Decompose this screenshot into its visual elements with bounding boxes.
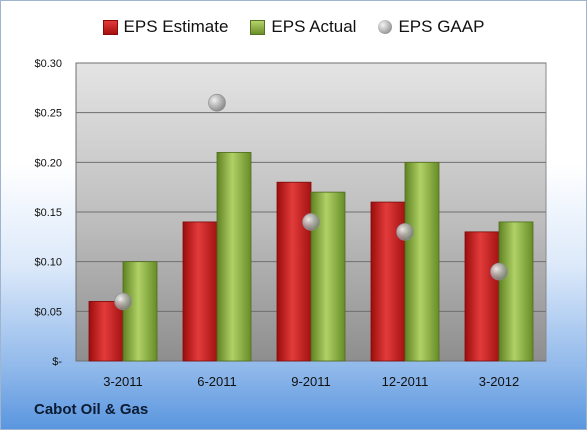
x-tick-label: 3-2012 — [479, 374, 519, 389]
bar-eps-actual — [404, 161, 440, 362]
bar-eps-estimate — [464, 231, 500, 362]
legend-label-gaap: EPS GAAP — [398, 17, 485, 36]
x-tick-label: 12-2011 — [382, 374, 429, 389]
y-tick-label: $- — [52, 356, 62, 368]
legend-label-estimate: EPS Estimate — [123, 17, 229, 36]
bar-eps-actual — [498, 221, 534, 362]
y-tick-label: $0.15 — [34, 207, 62, 219]
x-tick-label: 3-2011 — [103, 374, 143, 389]
bar-eps-estimate — [182, 221, 218, 362]
point-eps-gaap — [114, 292, 132, 311]
company-name: Cabot Oil & Gas — [34, 401, 149, 418]
legend-label-actual: EPS Actual — [271, 17, 357, 36]
legend-swatch-estimate — [102, 19, 118, 35]
x-tick-label: 6-2011 — [197, 374, 237, 389]
point-eps-gaap — [490, 262, 508, 281]
point-eps-gaap — [396, 223, 414, 241]
y-tick-label: $0.30 — [34, 58, 62, 70]
y-tick-label: $0.10 — [34, 257, 62, 269]
bar-eps-actual — [122, 261, 158, 362]
legend-swatch-gaap — [378, 20, 393, 34]
point-eps-gaap — [302, 213, 320, 231]
point-eps-gaap — [208, 93, 226, 112]
bar-eps-estimate — [88, 300, 124, 362]
chart-legend: EPS Estimate EPS Actual EPS GAAP — [1, 17, 586, 37]
x-tick-label: 9-2011 — [291, 374, 331, 389]
bar-eps-estimate — [276, 181, 312, 362]
y-tick-label: $0.05 — [34, 306, 62, 318]
y-tick-label: $0.25 — [34, 108, 62, 120]
legend-item-estimate: EPS Estimate — [102, 17, 229, 37]
bar-eps-actual — [216, 151, 252, 362]
legend-item-actual: EPS Actual — [250, 17, 356, 37]
legend-swatch-actual — [250, 19, 266, 35]
y-tick-label: $0.20 — [34, 157, 62, 169]
legend-item-gaap: EPS GAAP — [378, 17, 484, 37]
